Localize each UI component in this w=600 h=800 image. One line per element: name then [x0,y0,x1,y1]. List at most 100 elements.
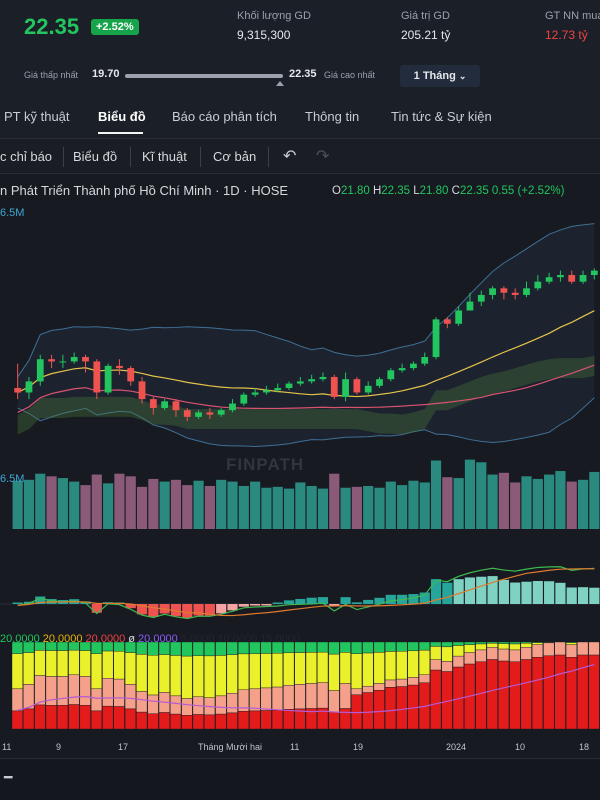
chart-canvas[interactable] [0,174,600,738]
heat-cell [509,643,521,651]
candle-body [25,381,33,393]
heat-cell [249,710,261,730]
heat-cell [147,655,159,696]
heat-cell [339,683,351,709]
bollinger-band-fill [17,223,595,447]
heat-cell [283,652,295,686]
heat-cell [57,705,69,730]
technical-button[interactable]: Kĩ thuật [142,149,187,164]
indicator-value: 15.0000 [260,633,300,645]
macd-histogram-bar [136,604,148,615]
heat-cell [237,653,250,690]
candle-body [545,277,553,282]
value-label: Giá trị GD [401,10,450,22]
volume-bar [170,479,182,529]
heat-cell [170,695,182,715]
heat-cell [531,642,544,645]
heat-cell [452,655,464,668]
volume-bar [453,478,464,529]
heat-cell [407,650,419,678]
redo-icon[interactable]: ↷ [316,148,330,165]
heat-cell [418,649,430,675]
heat-cell [136,654,148,692]
macd-histogram-bar [306,597,317,604]
tab-technical-analysis[interactable]: PT kỹ thuật [4,109,70,124]
heat-cell [68,674,80,705]
tab-analysis-reports[interactable]: Báo cáo phân tích [172,109,277,124]
indicator-value: ø [128,633,136,645]
heat-cell [102,705,114,730]
volume-bar [80,485,91,529]
period-select[interactable]: 1 Tháng ⌄ [400,65,480,87]
volume-bar [566,481,577,529]
candle-body [70,357,78,362]
candle-body [466,301,474,311]
ruler-icon[interactable]: ━ [4,769,13,785]
candle-body [296,381,304,384]
tab-chart[interactable]: Biểu đồ [98,109,146,124]
change-badge: +2.52% [91,19,139,35]
date-tick: 2024 [446,742,467,752]
candle-body [410,363,417,369]
tab-info[interactable]: Thông tin [305,109,360,124]
heat-cell [11,710,23,730]
indicator-value: 10.0000 [217,633,258,645]
price-chart[interactable]: n Phát Triển Thành phố Hồ Chí Minh · 1D … [0,174,600,774]
macd-histogram-bar [430,579,442,604]
finpath-watermark: FINPATH [226,455,305,474]
heat-cell [328,711,340,730]
volume-bar [204,485,215,529]
macd-histogram-bar [544,581,555,604]
heat-cell [588,641,600,656]
heat-cell [498,641,510,644]
heat-cell [373,690,385,730]
volume-bar [498,472,509,529]
candle-body [161,401,169,408]
quote-header: 22.35 +2.52% Khối lượng GD 9,315,300 Giá… [0,0,600,96]
volume-bar [272,486,283,529]
heat-cell [543,642,555,657]
candle-body [568,275,576,282]
macd-histogram-bar [193,604,204,616]
volume-bar [114,473,125,529]
section-tabs: PT kỹ thuật Biểu đồ Báo cáo phân tích Th… [0,96,600,138]
volume-bar [464,459,476,529]
chart-type-button[interactable]: Biểu đồ [73,149,118,164]
heat-cell [498,648,510,662]
indicators-button[interactable]: c chỉ báo [0,149,53,164]
heat-cell [407,677,419,686]
high-label: H [372,185,382,197]
indicator-value: 20.0000 [138,633,178,645]
candle-body [195,412,202,417]
tab-news-events[interactable]: Tin tức & Sự kiện [391,109,492,124]
heat-cell [113,678,125,707]
macd-histogram-bar [510,582,521,604]
heat-cell [147,713,159,730]
heat-cell [192,714,204,730]
heat-cell [136,711,148,730]
volume-bar [12,480,23,529]
heat-cell [181,715,193,730]
heat-cell [475,649,487,663]
macd-histogram-bar [385,594,396,604]
volume-bar [374,487,385,529]
basic-button[interactable]: Cơ bản [213,149,257,164]
undo-icon[interactable]: ↶ [283,148,297,165]
candle-body [229,403,236,411]
heat-cell [509,661,521,730]
macd-histogram-bar [577,587,589,604]
macd-histogram-bar [453,579,464,604]
volume-bar [136,486,148,529]
heat-cell [204,714,216,730]
heat-cell [475,661,487,730]
heat-cell [283,709,295,730]
volume-bar [91,474,102,529]
candle-body [149,399,157,408]
date-tick: 11 [290,742,300,752]
volume-stat: Khối lượng GD 9,315,300 [237,10,311,42]
indicator-values: 20.0000 20.0000 20.0000 ø 20.0000 5.0000 10.00… [0,633,303,645]
volume-bar [487,474,498,529]
heat-cell [520,643,532,648]
heat-cell [430,646,442,660]
candle-body [557,275,564,278]
